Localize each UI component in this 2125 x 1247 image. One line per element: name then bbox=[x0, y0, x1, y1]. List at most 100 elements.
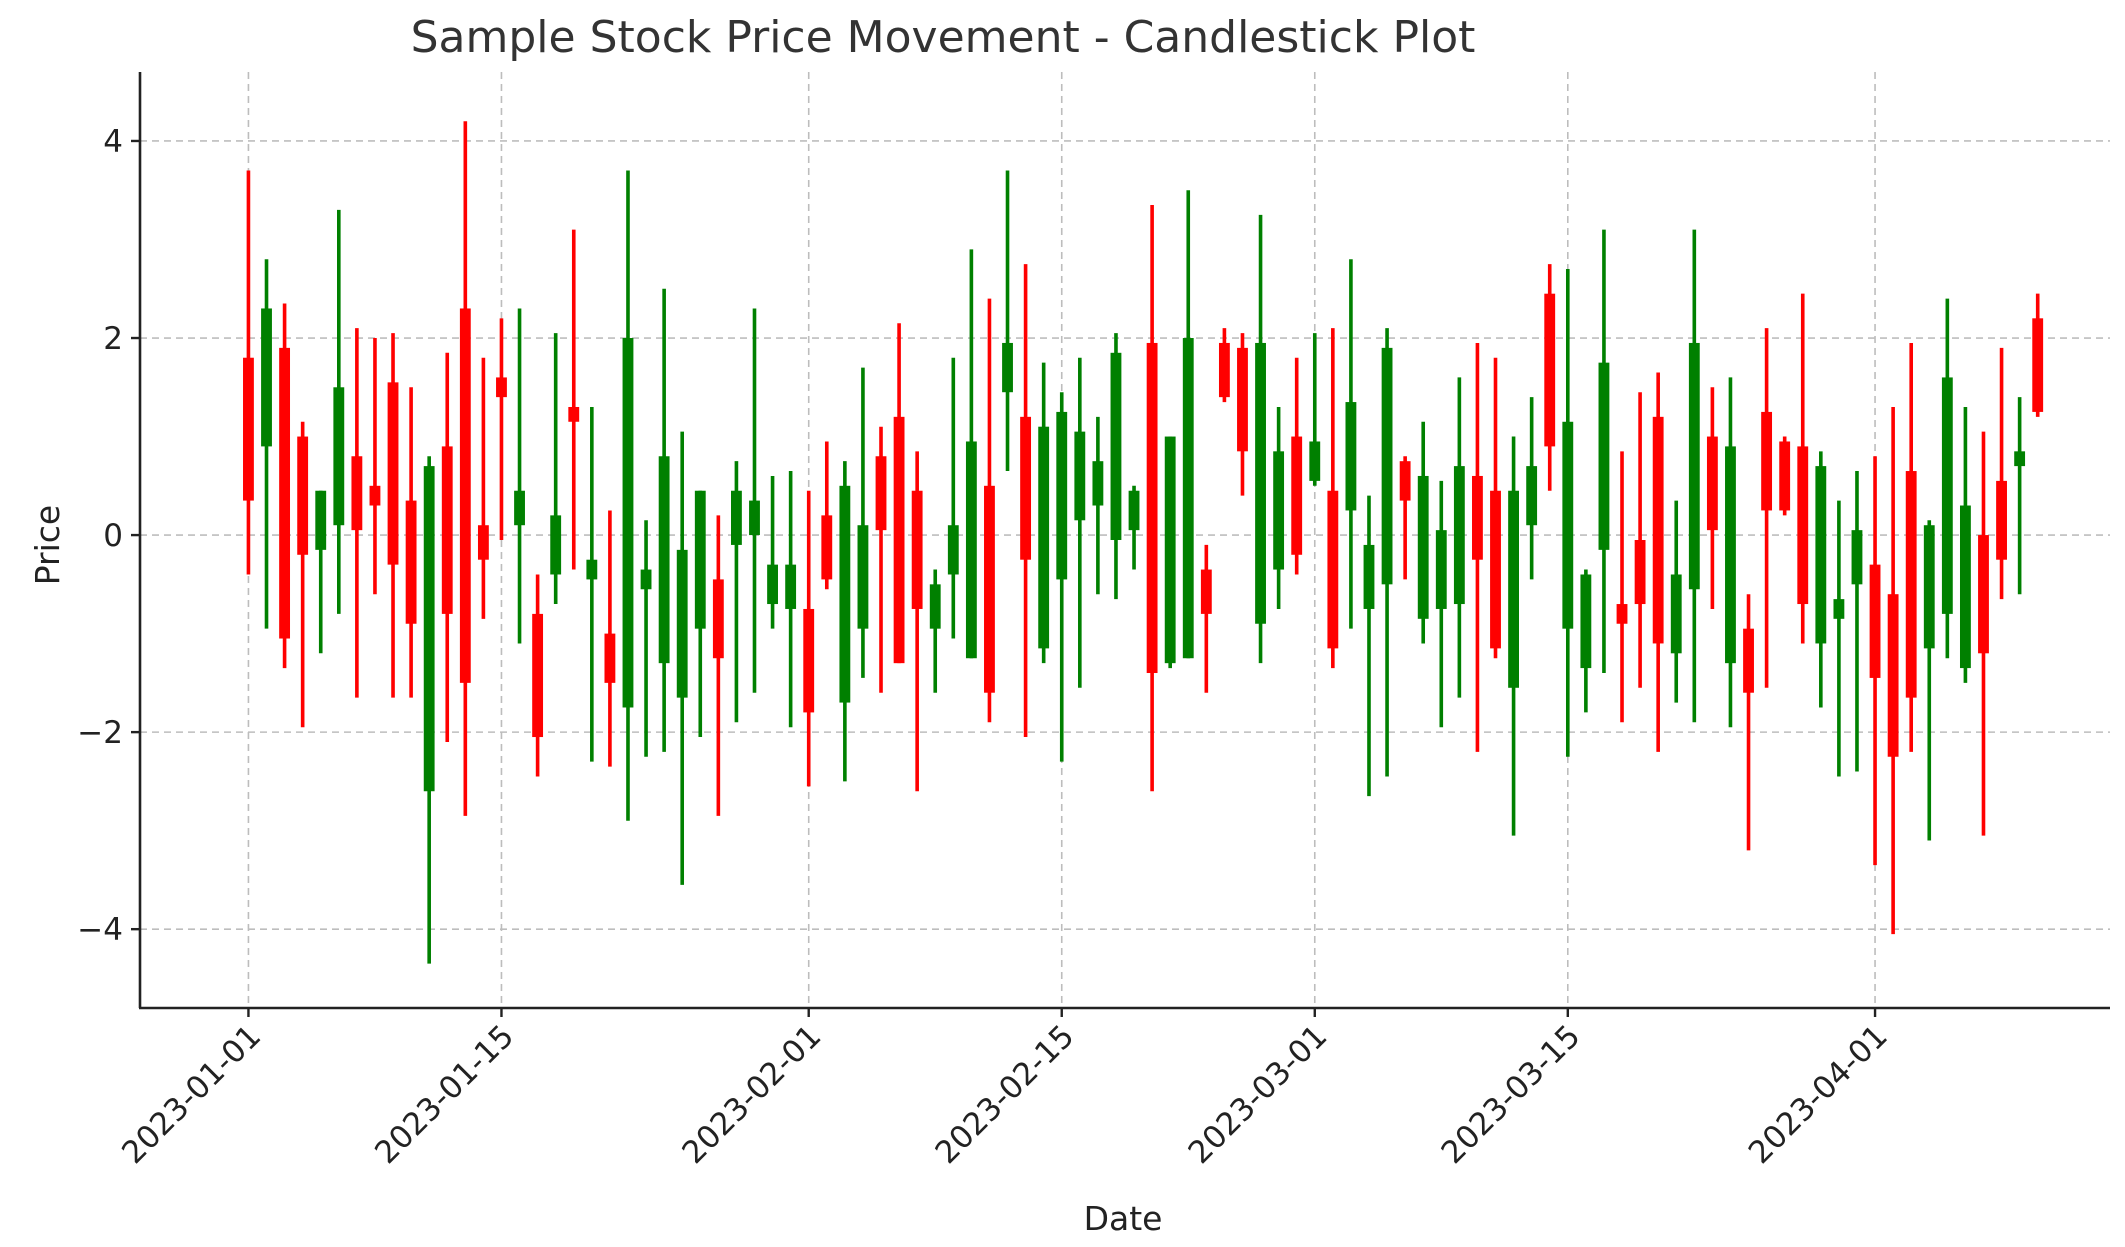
candle-body bbox=[2014, 451, 2026, 467]
candle-body bbox=[731, 490, 742, 545]
candle-body bbox=[767, 564, 778, 605]
candle-down bbox=[821, 441, 833, 590]
chart-title: Sample Stock Price Movement - Candlestic… bbox=[411, 12, 1476, 63]
candle-body bbox=[1743, 628, 1754, 693]
candle-up bbox=[550, 333, 562, 605]
candle-body bbox=[1327, 490, 1339, 649]
candle-down bbox=[893, 323, 905, 664]
candle-down bbox=[405, 387, 417, 698]
candle-body bbox=[1562, 421, 1574, 629]
candle-body bbox=[351, 456, 363, 531]
candle-body bbox=[1725, 446, 1736, 664]
candle-up bbox=[749, 308, 760, 693]
candle-up bbox=[1164, 436, 1176, 669]
candle-up bbox=[1074, 357, 1086, 688]
candle-body bbox=[1851, 530, 1863, 585]
y-tick-label: −2 bbox=[77, 715, 123, 751]
candle-up bbox=[947, 357, 959, 639]
candle-body bbox=[1399, 461, 1411, 501]
candle-body bbox=[1706, 436, 1718, 531]
candle-body bbox=[1779, 441, 1791, 511]
candle-body bbox=[1218, 342, 1230, 398]
candle-down bbox=[1743, 594, 1754, 851]
grid-lines bbox=[140, 72, 2110, 1008]
candle-up bbox=[1815, 451, 1827, 708]
candle-up bbox=[1128, 485, 1140, 570]
candle-body bbox=[297, 436, 309, 555]
candle-body bbox=[1182, 338, 1194, 659]
candle-down bbox=[532, 574, 544, 777]
candle-body bbox=[1128, 490, 1140, 531]
candle-body bbox=[1255, 342, 1266, 624]
candle-body bbox=[893, 416, 905, 664]
candle-up bbox=[586, 406, 598, 762]
candle-down bbox=[1237, 333, 1248, 496]
candle-down bbox=[1652, 372, 1664, 752]
candle-up bbox=[1526, 397, 1538, 580]
candle-body bbox=[1996, 480, 2007, 560]
candle-up bbox=[1056, 392, 1068, 762]
candle-up bbox=[1273, 406, 1285, 609]
candle-up bbox=[1110, 333, 1122, 600]
candle-down bbox=[1291, 357, 1303, 575]
x-tick-label: 2023-04-01 bbox=[1742, 1018, 1895, 1171]
candle-up bbox=[1002, 170, 1013, 472]
candle-up bbox=[1923, 520, 1935, 841]
candle-down bbox=[1616, 451, 1628, 723]
candle-body bbox=[1959, 505, 1971, 669]
candle-up bbox=[315, 490, 327, 654]
candle-down bbox=[496, 318, 507, 540]
candle-up bbox=[1182, 190, 1194, 659]
x-tick-label: 2023-03-01 bbox=[1182, 1018, 1335, 1171]
candle-up bbox=[1959, 406, 1971, 683]
candle-up bbox=[1670, 500, 1682, 703]
candle-body bbox=[1978, 535, 1989, 654]
candle-down bbox=[1996, 347, 2007, 600]
candle-down bbox=[1218, 328, 1230, 403]
candle-body bbox=[749, 500, 760, 536]
candle-up bbox=[514, 308, 525, 644]
candle-body bbox=[1869, 564, 1881, 678]
candle-body bbox=[1905, 471, 1917, 698]
candle-body bbox=[1435, 530, 1447, 609]
candle-up bbox=[1381, 328, 1393, 777]
candle-up bbox=[1941, 298, 1953, 659]
candle-body bbox=[1598, 362, 1610, 550]
candle-down bbox=[1761, 328, 1773, 688]
candle-body bbox=[1616, 604, 1628, 624]
candle-up bbox=[1833, 500, 1845, 777]
candle-body bbox=[423, 466, 435, 792]
candle-up bbox=[423, 456, 435, 964]
candle-up bbox=[1453, 377, 1465, 698]
y-axis-ticks: −4 −2 0 2 4 bbox=[77, 124, 140, 948]
candle-body bbox=[333, 387, 345, 526]
candle-body bbox=[1761, 411, 1773, 511]
candle-body bbox=[640, 569, 652, 590]
candle-down bbox=[1869, 456, 1881, 866]
candle-down bbox=[568, 229, 580, 570]
candle-up bbox=[1038, 362, 1050, 664]
candle-body bbox=[1309, 441, 1321, 481]
candle-body bbox=[1688, 342, 1700, 590]
candle-body bbox=[1815, 466, 1827, 644]
candle-up bbox=[622, 170, 634, 821]
candle-up bbox=[1725, 377, 1736, 728]
candle-body bbox=[496, 377, 507, 398]
candle-down bbox=[1978, 431, 1989, 836]
candle-body bbox=[947, 525, 959, 575]
y-tick-label: −4 bbox=[77, 912, 123, 948]
candle-body bbox=[459, 308, 471, 683]
candle-body bbox=[1146, 342, 1158, 674]
candle-down bbox=[875, 426, 887, 693]
y-tick-label: 2 bbox=[103, 321, 123, 357]
candle-body bbox=[568, 406, 580, 422]
candle-up bbox=[1417, 421, 1429, 644]
candle-up bbox=[1598, 229, 1610, 674]
x-tick-label: 2023-01-15 bbox=[368, 1018, 521, 1171]
candle-down bbox=[1706, 387, 1718, 609]
candle-down bbox=[712, 515, 724, 816]
candle-body bbox=[1923, 525, 1935, 649]
y-tick-label: 0 bbox=[103, 518, 123, 554]
candle-body bbox=[586, 559, 598, 580]
x-tick-label: 2023-01-01 bbox=[115, 1018, 268, 1171]
